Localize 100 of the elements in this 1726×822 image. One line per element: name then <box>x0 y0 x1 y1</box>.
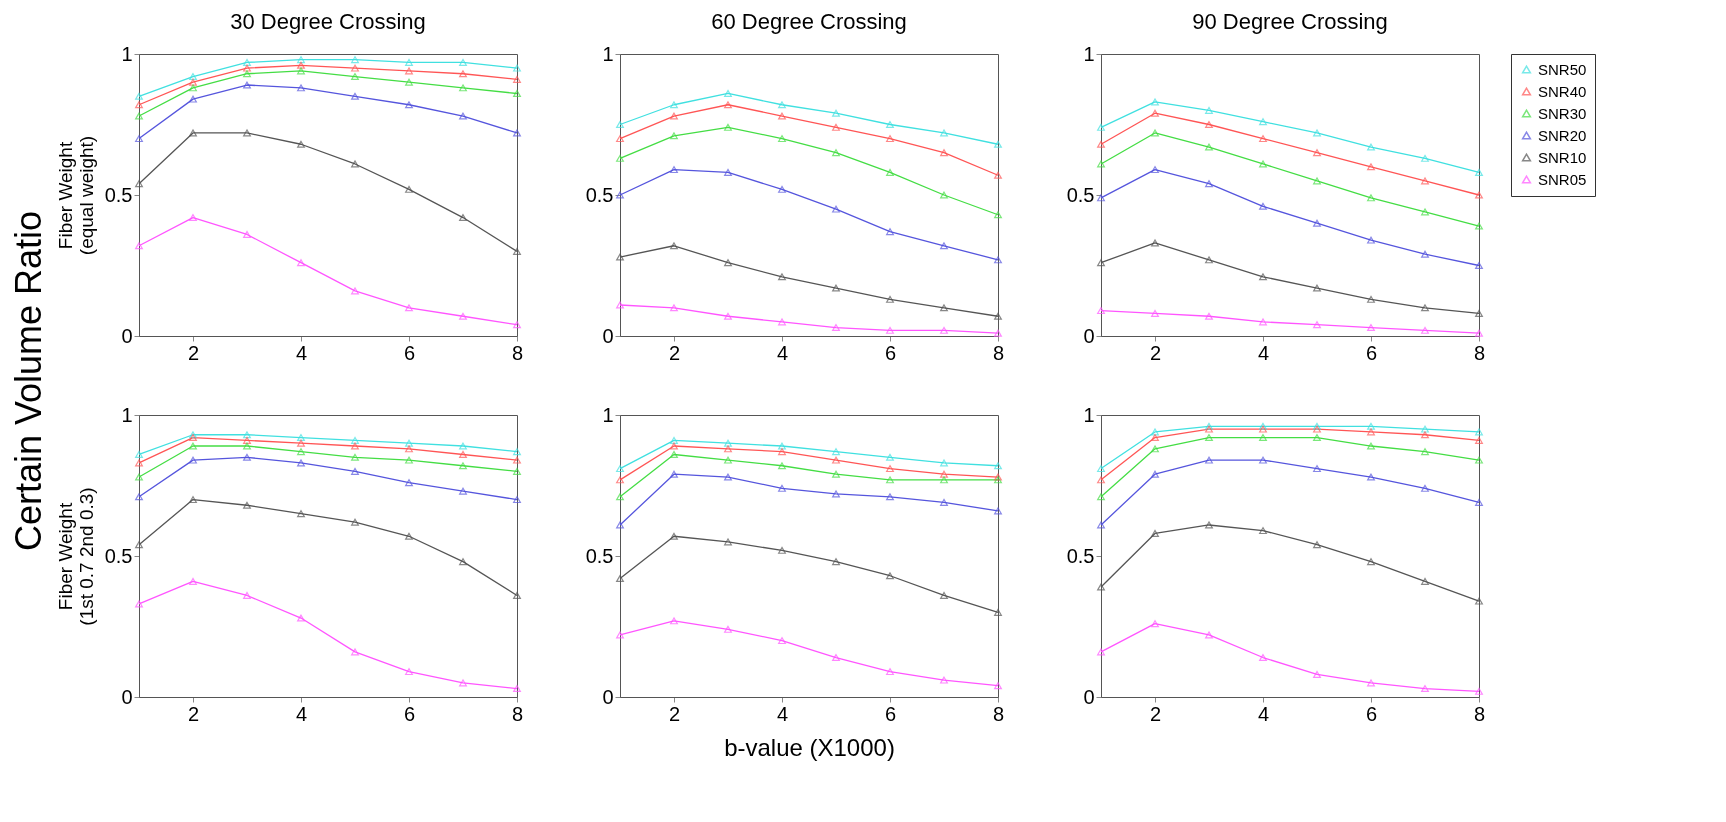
point <box>1313 465 1321 473</box>
point <box>1367 422 1375 430</box>
point <box>459 58 467 66</box>
x-tick-label: 6 <box>884 702 897 725</box>
point <box>1097 583 1105 591</box>
point <box>1151 445 1159 453</box>
point <box>405 58 413 66</box>
point <box>724 538 732 546</box>
point <box>513 448 521 456</box>
point <box>616 135 624 143</box>
point <box>1313 284 1321 292</box>
point <box>405 185 413 193</box>
point <box>1205 456 1213 464</box>
point <box>832 149 840 157</box>
point <box>243 431 251 439</box>
point <box>459 487 467 495</box>
point <box>513 89 521 97</box>
point <box>940 591 948 599</box>
point <box>724 625 732 633</box>
point <box>351 73 359 81</box>
point <box>351 518 359 526</box>
point <box>1367 163 1375 171</box>
point <box>351 287 359 295</box>
point <box>405 532 413 540</box>
point <box>940 191 948 199</box>
point <box>1313 434 1321 442</box>
point <box>994 329 1002 337</box>
point <box>940 242 948 250</box>
x-tick-label: 2 <box>187 702 200 725</box>
point <box>886 326 894 334</box>
point <box>297 448 305 456</box>
point <box>616 521 624 529</box>
point <box>1097 160 1105 168</box>
point <box>778 546 786 554</box>
point <box>1313 149 1321 157</box>
point <box>940 476 948 484</box>
x-tick-label: 4 <box>1257 702 1270 725</box>
point <box>1097 259 1105 267</box>
point <box>994 140 1002 148</box>
point <box>994 256 1002 264</box>
point <box>1475 309 1483 317</box>
point <box>1097 140 1105 148</box>
point <box>1151 529 1159 537</box>
legend-label: SNR05 <box>1538 170 1587 188</box>
point <box>1097 123 1105 131</box>
point <box>189 78 197 86</box>
point <box>1259 654 1267 662</box>
point <box>832 558 840 566</box>
point <box>243 442 251 450</box>
text: Certain Volume Ratio <box>8 210 49 552</box>
point <box>886 572 894 580</box>
x-tick-label: 8 <box>1473 702 1486 725</box>
point <box>1475 456 1483 464</box>
point <box>724 168 732 176</box>
point <box>405 439 413 447</box>
legend-label: SNR30 <box>1538 104 1587 122</box>
point <box>886 465 894 473</box>
point <box>513 685 521 693</box>
y-tick-label: 0.5 <box>104 183 133 206</box>
point <box>778 462 786 470</box>
point <box>1475 222 1483 230</box>
point <box>832 109 840 117</box>
point <box>351 92 359 100</box>
point <box>1421 431 1429 439</box>
point <box>1151 109 1159 117</box>
point <box>616 121 624 129</box>
point <box>994 312 1002 320</box>
point <box>351 160 359 168</box>
point <box>1421 685 1429 693</box>
point <box>940 129 948 137</box>
point <box>351 56 359 64</box>
point <box>1421 448 1429 456</box>
point <box>297 84 305 92</box>
point <box>1475 687 1483 695</box>
point <box>1205 143 1213 151</box>
point <box>1421 484 1429 492</box>
point <box>670 436 678 444</box>
x-tick-label: 4 <box>776 341 789 364</box>
point <box>724 445 732 453</box>
point <box>513 321 521 329</box>
point <box>994 476 1002 484</box>
x-tick-label: 4 <box>776 702 789 725</box>
x-tick-label: 6 <box>403 702 416 725</box>
point <box>832 654 840 662</box>
point <box>1151 309 1159 317</box>
point <box>1421 177 1429 185</box>
y-tick-label: 1 <box>121 42 133 65</box>
point <box>513 64 521 72</box>
point <box>1367 558 1375 566</box>
point <box>1367 428 1375 436</box>
point <box>778 637 786 645</box>
point <box>886 135 894 143</box>
point <box>297 67 305 75</box>
point <box>1421 425 1429 433</box>
point <box>1151 428 1159 436</box>
point <box>189 84 197 92</box>
y-axis-title: Fiber Weight (equal weight) <box>54 135 97 256</box>
y-tick-label: 1 <box>121 403 133 426</box>
point <box>405 479 413 487</box>
point <box>670 132 678 140</box>
